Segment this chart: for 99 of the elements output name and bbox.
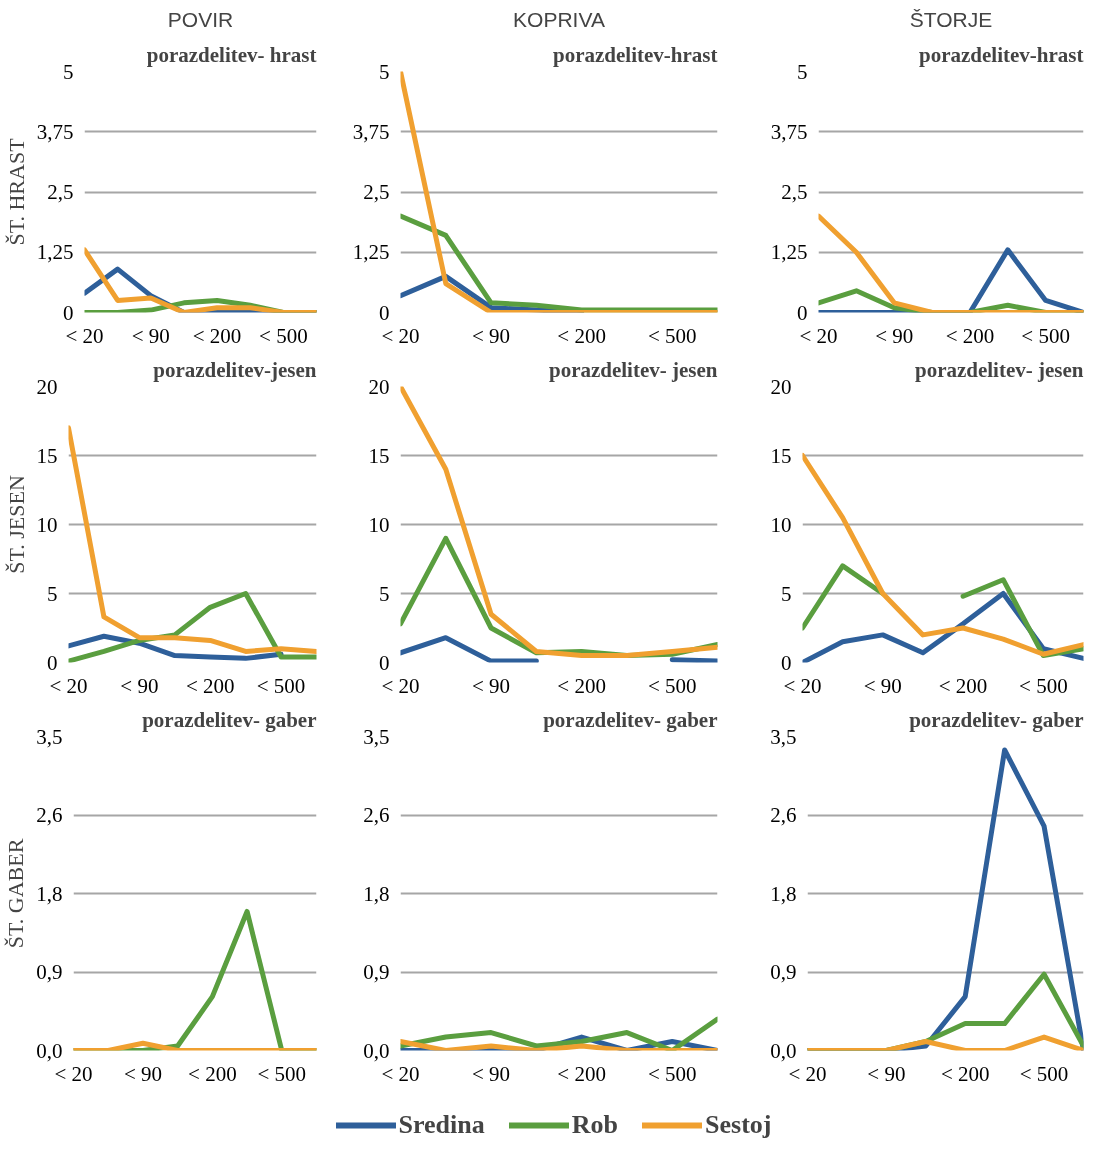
y-axis-title: ŠT. JESEN <box>3 475 29 574</box>
chart-title: porazdelitev- gaber <box>142 707 317 732</box>
y-tick-label: 3,75 <box>352 119 390 144</box>
x-tick-label: < 500 <box>647 673 697 698</box>
x-tick-label: < 200 <box>557 673 606 698</box>
x-tick-label: < 200 <box>940 1061 990 1086</box>
x-tick-label: < 500 <box>647 1061 697 1086</box>
x-tick-label: < 500 <box>1021 323 1070 348</box>
y-tick-label: 0,0 <box>36 1038 63 1063</box>
y-tick-label: 0,9 <box>36 960 63 984</box>
y-tick-label: 2,5 <box>781 180 808 204</box>
x-tick-label: < 500 <box>259 323 308 348</box>
y-tick-label: 2,5 <box>47 180 74 204</box>
chart-title: porazdelitev- jesen <box>548 357 718 382</box>
x-tick-label: < 20 <box>381 673 420 698</box>
x-tick-label: < 20 <box>54 1061 93 1086</box>
x-tick-label: < 500 <box>1019 1061 1069 1086</box>
y-tick-label: 2,6 <box>36 803 63 827</box>
y-tick-label: 1,8 <box>363 881 390 906</box>
y-tick-label: 20 <box>368 374 390 399</box>
y-tick-label: 5 <box>797 59 808 84</box>
y-axis-title: ŠT. GABER <box>3 838 29 949</box>
x-tick-label: < 200 <box>185 673 235 698</box>
y-tick-label: 0 <box>63 300 74 325</box>
y-tick-label: 0,0 <box>363 1038 390 1063</box>
y-tick-label: 5 <box>47 581 58 606</box>
y-tick-label: 1,8 <box>770 881 797 906</box>
y-tick-label: 2,6 <box>363 803 390 827</box>
y-tick-label: 3,5 <box>36 724 63 749</box>
x-tick-label: < 20 <box>788 1061 827 1086</box>
legend-label: Rob <box>571 1110 619 1140</box>
y-tick-label: 0 <box>379 650 390 675</box>
x-tick-label: < 500 <box>647 323 697 348</box>
y-tick-label: 0,9 <box>770 960 797 984</box>
y-tick-label: 0,0 <box>770 1038 797 1063</box>
y-tick-label: 3,5 <box>363 724 390 749</box>
x-tick-label: < 500 <box>1019 673 1068 698</box>
chart-subtitle: POVIR <box>167 7 234 31</box>
y-tick-label: 0 <box>797 300 808 325</box>
y-tick-label: 3,75 <box>36 119 74 144</box>
x-tick-label: < 90 <box>472 673 511 698</box>
y-tick-label: 0,9 <box>363 960 390 984</box>
x-tick-label: < 90 <box>867 1061 906 1086</box>
chart-title: porazdelitev-jesen <box>153 357 317 382</box>
chart-title: porazdelitev-hrast <box>919 42 1084 67</box>
x-tick-label: < 500 <box>257 1061 307 1086</box>
chart-title: porazdelitev- gaber <box>543 707 718 732</box>
y-tick-label: 5 <box>379 59 390 84</box>
y-tick-label: 15 <box>770 443 792 468</box>
y-tick-label: 10 <box>368 512 390 537</box>
y-tick-label: 1,8 <box>36 881 63 906</box>
y-tick-label: 0 <box>47 650 58 675</box>
x-tick-label: < 20 <box>381 323 420 348</box>
x-tick-label: < 20 <box>783 673 822 698</box>
x-tick-label: < 90 <box>131 323 170 348</box>
x-tick-label: < 90 <box>472 1061 511 1086</box>
x-tick-label: < 90 <box>863 673 902 698</box>
chart-title: porazdelitev-hrast <box>553 42 718 67</box>
x-tick-label: < 20 <box>799 323 838 348</box>
y-tick-label: 5 <box>379 581 390 606</box>
y-tick-label: 5 <box>781 581 792 606</box>
y-tick-label: 2,5 <box>363 180 390 204</box>
y-tick-label: 0 <box>781 650 792 675</box>
y-tick-label: 20 <box>770 374 792 399</box>
x-tick-label: < 200 <box>945 323 995 348</box>
chart-title: porazdelitev- jesen <box>914 357 1084 382</box>
x-tick-label: < 500 <box>256 673 306 698</box>
y-tick-label: 5 <box>63 59 74 84</box>
x-tick-label: < 90 <box>123 1061 162 1086</box>
x-tick-label: < 200 <box>188 1061 237 1086</box>
x-tick-label: < 20 <box>65 323 104 348</box>
x-tick-label: < 90 <box>472 323 511 348</box>
y-tick-label: 15 <box>36 443 58 468</box>
y-tick-label: 10 <box>770 512 792 537</box>
x-tick-label: < 90 <box>875 323 914 348</box>
y-tick-label: 1,25 <box>352 240 390 265</box>
chart-title: porazdelitev- gaber <box>909 707 1084 732</box>
x-tick-label: < 200 <box>938 673 988 698</box>
x-tick-label: < 90 <box>120 673 159 698</box>
y-tick-label: 1,25 <box>770 240 808 265</box>
x-tick-label: < 20 <box>49 673 88 698</box>
legend-label: Sredina <box>398 1110 485 1140</box>
x-tick-label: < 200 <box>192 323 242 348</box>
chart-subtitle: ŠTORJE <box>909 7 993 31</box>
y-tick-label: 3,75 <box>770 119 808 144</box>
chart-title: porazdelitev- hrast <box>146 42 317 67</box>
y-axis-title: ŠT. HRAST <box>3 137 29 246</box>
y-tick-label: 2,6 <box>770 803 797 827</box>
x-tick-label: < 200 <box>557 1061 606 1086</box>
x-tick-label: < 200 <box>557 323 606 348</box>
y-tick-label: 0 <box>379 300 390 325</box>
legend-label: Sestoj <box>705 1110 772 1140</box>
y-tick-label: 10 <box>36 512 58 537</box>
x-tick-label: < 20 <box>381 1061 420 1086</box>
chart-subtitle: KOPRIVA <box>513 7 605 31</box>
y-tick-label: 3,5 <box>770 724 797 749</box>
y-tick-label: 1,25 <box>36 240 74 265</box>
y-tick-label: 20 <box>36 374 58 399</box>
y-tick-label: 15 <box>368 443 390 468</box>
